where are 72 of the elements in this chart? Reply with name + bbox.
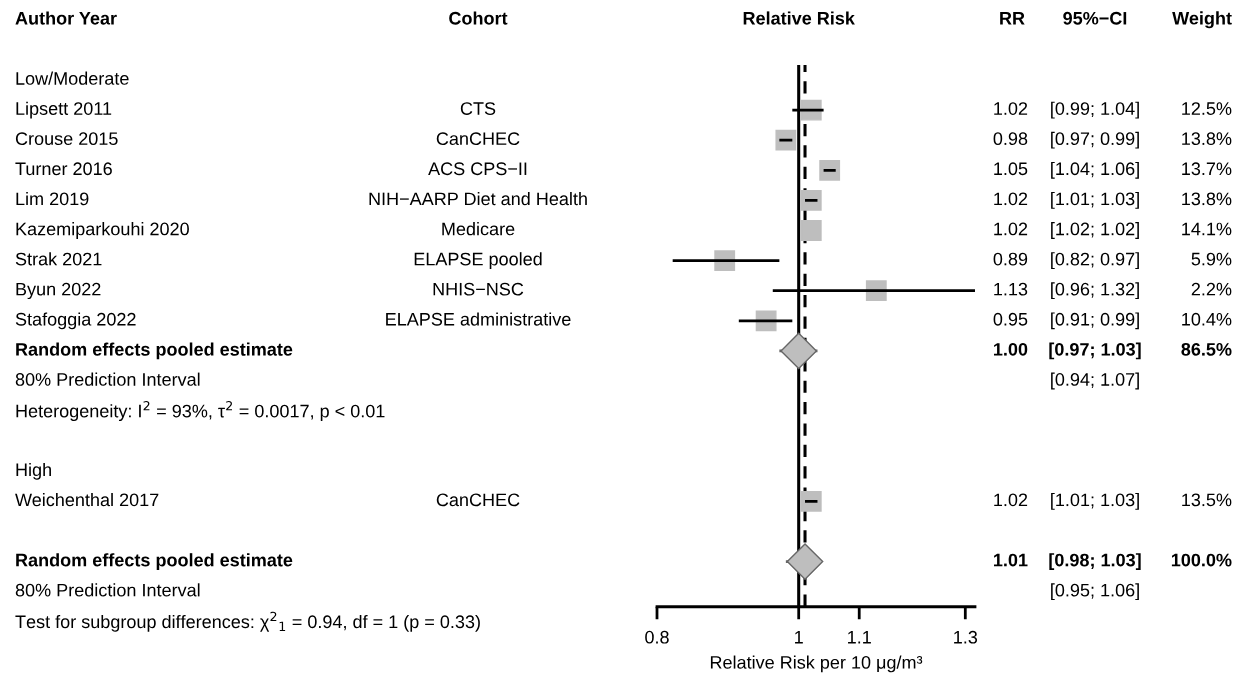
category-label: 1.02: [994, 102, 1028, 115]
category-label: 86.5%: [1181, 342, 1232, 356]
category-label: Random effects pooled estimate: [16, 553, 293, 571]
x-tick-label: 1.1: [848, 631, 871, 644]
category-label: Lipsett 2011: [16, 101, 112, 119]
text: Author Year: [15, 11, 117, 25]
text: RR: [1000, 12, 1025, 25]
text: Cohort: [449, 11, 508, 25]
category-label: [0.95; 1.06]: [1051, 583, 1139, 601]
category-label: 1.00: [994, 342, 1028, 356]
category-label: ELAPSE administrative: [386, 312, 571, 326]
category-label: CanCHEC: [436, 493, 520, 507]
category-label: Byun 2022: [16, 282, 101, 300]
category-label: [0.96; 1.32]: [1051, 282, 1139, 300]
category-label: Random effects pooled estimate: [16, 342, 293, 360]
category-label: 1.01: [994, 553, 1028, 567]
category-label: High: [16, 462, 51, 480]
category-label: Medicare: [442, 222, 515, 236]
category-label: [1.02; 1.02]: [1051, 222, 1139, 239]
category-label: Stafoggia 2022: [15, 312, 136, 330]
category-label: [1.01; 1.03]: [1051, 492, 1139, 510]
category-label: 13.5%: [1182, 493, 1232, 507]
category-label: Turner 2016: [15, 162, 112, 176]
category-label: ACS CPS−II: [428, 162, 527, 176]
category-label: 10.4%: [1182, 312, 1232, 326]
category-label: [0.97; 1.03]: [1049, 342, 1141, 360]
category-label: CanCHEC: [436, 132, 520, 146]
category-label: Heterogeneity: I$^{2}$ = 93%, τ$^{2}$ = 0.0017, p < 0.01: [16, 400, 385, 422]
category-label: 1.02: [994, 222, 1028, 236]
category-label: 0.98: [993, 132, 1028, 146]
category-label: 80% Prediction Interval: [15, 583, 200, 597]
category-label: [0.94; 1.07]: [1051, 372, 1139, 390]
category-label: 80% Prediction Interval: [15, 372, 200, 386]
category-label: [0.97; 0.99]: [1051, 131, 1139, 149]
text: 95%−CI: [1063, 11, 1127, 25]
category-label: 5.9%: [1191, 252, 1232, 266]
category-label: Strak 2021: [15, 252, 102, 266]
category-label: 13.8%: [1182, 132, 1232, 146]
category-label: NHIS−NSC: [433, 282, 524, 296]
x-tick-label: 1: [795, 631, 803, 644]
category-label: 2.2%: [1191, 282, 1232, 296]
category-label: [1.01; 1.03]: [1051, 191, 1139, 209]
chart-title: Relative Risk: [743, 11, 855, 25]
category-label: Low/Moderate: [16, 71, 129, 85]
category-label: 14.1%: [1182, 222, 1232, 236]
category-label: Crouse 2015: [15, 132, 118, 146]
category-label: 1.05: [994, 162, 1028, 176]
category-label: 0.95: [993, 312, 1028, 326]
category-label: [0.99; 1.04]: [1051, 101, 1139, 119]
x-tick-label: 1.3: [954, 630, 978, 644]
x-tick-label: 0.8: [645, 630, 669, 644]
category-label: Lim 2019: [16, 191, 89, 206]
category-label: [1.04; 1.06]: [1051, 161, 1139, 179]
category-label: CTS: [460, 102, 496, 115]
category-label: 0.89: [993, 252, 1028, 266]
category-label: ELAPSE pooled: [414, 252, 542, 270]
category-label: 1.13: [994, 282, 1028, 296]
category-label: Weichenthal 2017: [15, 492, 159, 507]
text: Weight: [1172, 11, 1232, 29]
category-label: [0.98; 1.03]: [1049, 553, 1141, 571]
x-axis-title: Relative Risk per 10 μg/m³: [710, 655, 923, 673]
category-label: [0.82; 0.97]: [1051, 252, 1139, 270]
category-label: 13.7%: [1182, 162, 1232, 176]
category-label: 12.5%: [1182, 102, 1232, 115]
category-label: 1.02: [994, 192, 1028, 206]
category-label: 1.02: [994, 493, 1028, 507]
category-label: Kazemiparkouhi 2020: [16, 222, 189, 239]
category-label: 13.8%: [1182, 192, 1232, 206]
category-label: [0.91; 0.99]: [1051, 312, 1139, 330]
category-label: NIH−AARP Diet and Health: [369, 191, 587, 206]
category-label: Test for subgroup differences: χ$^{2}$$_{1}$ = 0.94, df = 1 (p = 0.33): [15, 611, 480, 632]
category-label: 100.0%: [1171, 553, 1232, 567]
